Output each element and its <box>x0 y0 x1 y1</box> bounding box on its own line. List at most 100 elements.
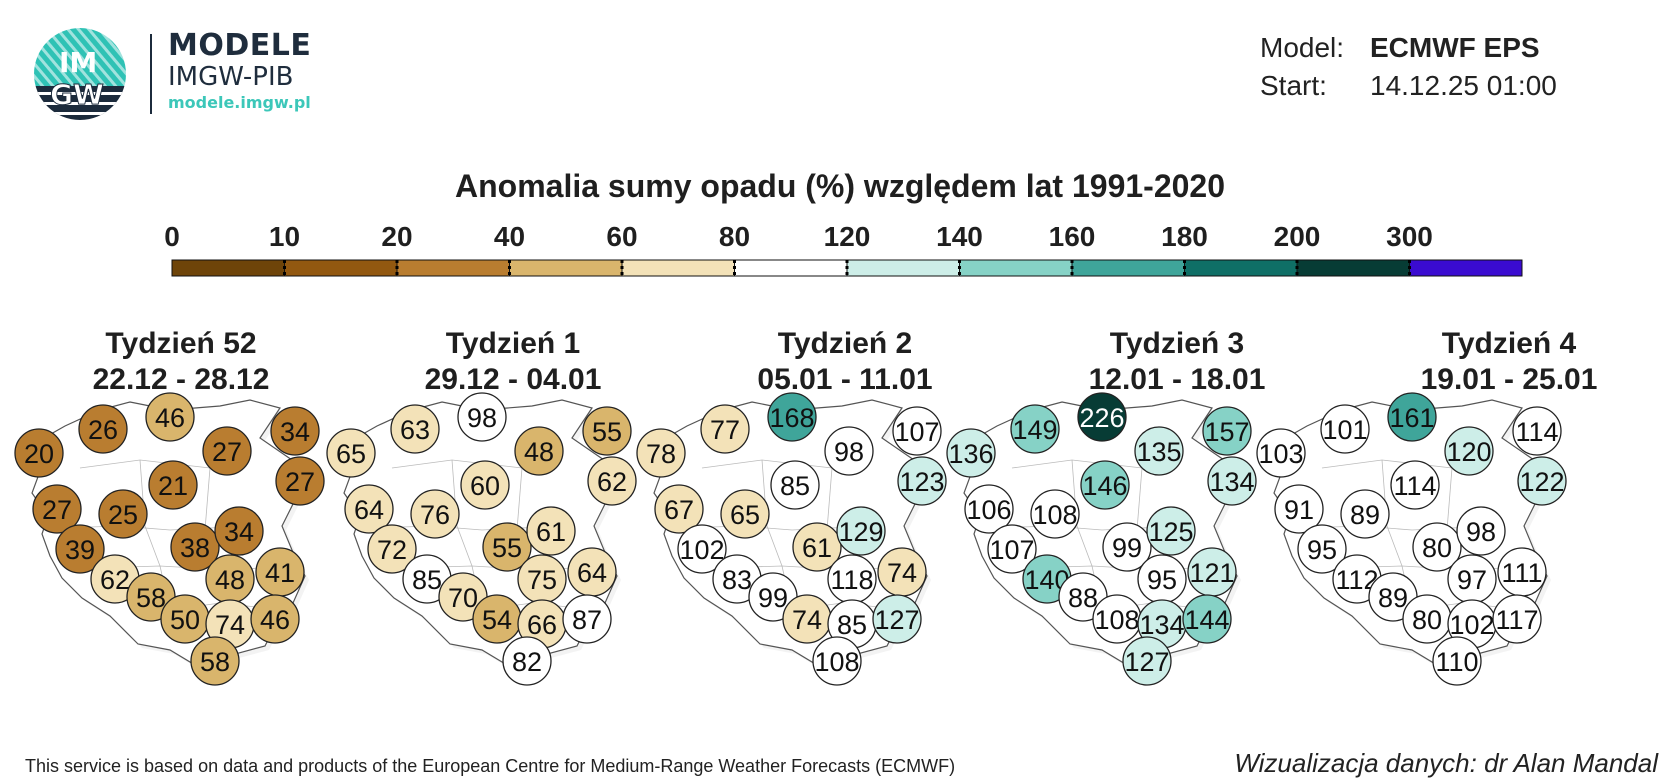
station-bubble: 161 <box>1387 392 1437 442</box>
station-bubble: 108 <box>812 636 862 686</box>
station-value: 108 <box>1094 605 1139 635</box>
legend-tick-label: 300 <box>1386 221 1433 252</box>
station-bubble-circle <box>1517 456 1567 506</box>
station-bubble-circle <box>836 506 886 556</box>
station-value: 117 <box>1495 605 1538 635</box>
station-value: 101 <box>1322 415 1367 445</box>
station-value: 97 <box>1457 565 1487 595</box>
station-value: 85 <box>780 471 810 501</box>
station-bubble-circle <box>55 524 105 574</box>
station-bubble-circle <box>946 428 996 478</box>
station-value: 67 <box>664 495 694 525</box>
station-value: 55 <box>492 533 522 563</box>
station-bubble: 99 <box>1102 522 1152 572</box>
station-value: 87 <box>572 605 602 635</box>
start-row: Start: 14.12.25 01:00 <box>1260 70 1640 104</box>
station-bubble: 50 <box>160 594 210 644</box>
station-bubble: 111 <box>1497 547 1547 597</box>
station-bubble: 101 <box>1320 404 1370 454</box>
station-value: 48 <box>215 565 245 595</box>
station-bubble: 62 <box>587 456 637 506</box>
station-bubble: 54 <box>472 594 522 644</box>
legend-tick-label: 60 <box>606 221 637 252</box>
station-value: 125 <box>1148 517 1193 547</box>
station-value: 123 <box>899 467 944 497</box>
station-value: 161 <box>1389 403 1434 433</box>
station-bubble-circle <box>1297 524 1347 574</box>
station-bubble-circle <box>32 484 82 534</box>
station-value: 72 <box>377 535 407 565</box>
station-value: 46 <box>260 605 290 635</box>
station-bubble: 127 <box>872 594 922 644</box>
week-dates: 22.12 - 28.12 <box>92 363 270 396</box>
station-value: 41 <box>265 558 295 588</box>
station-bubble-circle <box>457 392 507 442</box>
station-bubble-circle <box>720 489 770 539</box>
station-value: 26 <box>88 415 118 445</box>
station-bubble-circle <box>587 456 637 506</box>
week-name: Tydzień 52 <box>105 327 257 360</box>
week-header-4: Tydzień 3 12.01 - 18.01 <box>1027 326 1327 398</box>
station-bubble: 125 <box>1146 506 1196 556</box>
station-value: 50 <box>170 605 200 635</box>
week-dates: 29.12 - 04.01 <box>424 363 602 396</box>
station-bubble-circle <box>250 594 300 644</box>
station-value: 103 <box>1258 439 1303 469</box>
legend-tick-label: 200 <box>1274 221 1321 252</box>
station-bubble-circle <box>1080 460 1130 510</box>
station-bubble: 103 <box>1256 428 1306 478</box>
station-value: 108 <box>814 647 859 677</box>
station-bubble: 27 <box>202 426 252 476</box>
station-bubble: 102 <box>677 524 727 574</box>
station-value: 61 <box>802 533 832 563</box>
station-value: 134 <box>1209 467 1254 497</box>
station-bubble: 135 <box>1134 426 1184 476</box>
station-value: 66 <box>527 610 557 640</box>
logo-subtitle: IMGW-PIB <box>168 62 294 92</box>
legend-tick-label: 20 <box>381 221 412 252</box>
station-value: 27 <box>212 437 242 467</box>
station-value: 61 <box>536 517 566 547</box>
station-bubble: 85 <box>827 599 877 649</box>
station-value: 62 <box>100 565 130 595</box>
station-bubble-circle <box>326 428 376 478</box>
station-value: 21 <box>158 471 188 501</box>
logo-name: MODELE <box>168 28 312 63</box>
station-bubble: 38 <box>170 522 220 572</box>
station-bubble: 226 <box>1077 392 1127 442</box>
station-bubble: 87 <box>562 594 612 644</box>
station-bubble-circle <box>460 460 510 510</box>
station-bubble-circle <box>582 406 632 456</box>
station-bubble-circle <box>1256 428 1306 478</box>
station-value: 122 <box>1519 467 1564 497</box>
station-value: 106 <box>966 495 1011 525</box>
station-bubble: 168 <box>767 392 817 442</box>
station-bubble-circle <box>1146 506 1196 556</box>
station-value: 74 <box>215 610 245 640</box>
station-value: 134 <box>1139 610 1184 640</box>
station-value: 82 <box>512 647 542 677</box>
station-bubble-circle <box>344 484 394 534</box>
week-header-1: Tydzień 52 22.12 - 28.12 <box>31 326 331 398</box>
station-value: 89 <box>1350 500 1380 530</box>
station-value: 102 <box>1449 610 1494 640</box>
station-bubble: 127 <box>1122 636 1172 686</box>
station-bubble-circle <box>636 428 686 478</box>
station-bubble-circle <box>792 522 842 572</box>
station-bubble-circle <box>275 456 325 506</box>
station-value: 168 <box>769 403 814 433</box>
imgw-logo: IM GW <box>32 26 322 122</box>
station-bubble: 65 <box>720 489 770 539</box>
station-bubble: 129 <box>836 506 886 556</box>
station-value: 157 <box>1204 417 1249 447</box>
station-value: 98 <box>467 403 497 433</box>
station-bubble: 102 <box>1447 599 1497 649</box>
station-bubble: 134 <box>1207 456 1257 506</box>
station-bubble-circle <box>502 636 552 686</box>
station-bubble: 95 <box>1297 524 1347 574</box>
station-value: 127 <box>1124 647 1169 677</box>
